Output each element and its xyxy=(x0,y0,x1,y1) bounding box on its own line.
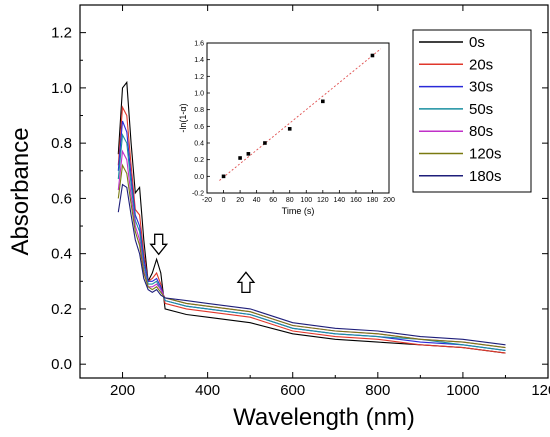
inset-x-tick-label: 140 xyxy=(334,197,346,204)
y-tick-label: 1.2 xyxy=(51,25,72,42)
inset-data-point xyxy=(247,152,251,156)
x-axis-title: Wavelength (nm) xyxy=(233,404,415,431)
y-axis-title: Absorbance xyxy=(7,127,34,255)
legend-label: 50s xyxy=(469,101,493,118)
x-tick-label: 200 xyxy=(110,382,135,399)
y-tick-label: 0.8 xyxy=(51,135,72,152)
legend-label: 180s xyxy=(469,168,502,185)
inset-frame xyxy=(207,43,389,193)
inset-x-tick-label: 120 xyxy=(317,197,329,204)
inset-x-tick-label: 60 xyxy=(269,197,277,204)
inset-y-tick-label: 0.4 xyxy=(194,141,204,148)
inset-y-tick-label: 0.6 xyxy=(194,124,204,131)
inset-y-tick-label: 1.4 xyxy=(194,57,204,64)
x-tick-label: 1200 xyxy=(531,382,550,399)
arrow-annotation-arrow-down xyxy=(151,234,167,254)
y-tick-label: 1.0 xyxy=(51,80,72,97)
inset-y-tick-label: -0.2 xyxy=(192,191,204,198)
inset-x-tick-label: 40 xyxy=(253,197,261,204)
legend-label: 120s xyxy=(469,146,502,163)
inset-y-axis-title: -ln(1-α) xyxy=(178,103,188,132)
legend-label: 0s xyxy=(469,34,485,51)
legend: 0s 20s 30s 50s 80s 120s 180s xyxy=(413,30,531,192)
inset-data-point xyxy=(288,127,292,131)
inset-data-point xyxy=(238,156,242,160)
inset-y-tick-label: 1.2 xyxy=(194,74,204,81)
inset-data-point xyxy=(263,141,267,145)
arrow-annotation-arrow-up xyxy=(238,272,254,292)
inset-x-axis-title: Time (s) xyxy=(282,206,315,216)
inset-x-tick-label: 20 xyxy=(236,197,244,204)
inset-x-tick-label: 200 xyxy=(383,197,395,204)
inset-x-tick-label: 0 xyxy=(222,197,226,204)
inset-x-tick-label: -20 xyxy=(202,197,212,204)
inset-data-point xyxy=(371,54,375,58)
y-tick-label: 0.6 xyxy=(51,190,72,207)
inset-y-tick-label: 0.0 xyxy=(194,174,204,181)
inset-data-point xyxy=(222,175,226,179)
x-tick-label: 600 xyxy=(280,382,305,399)
inset-x-tick-label: 180 xyxy=(367,197,379,204)
inset-y-tick-label: 1.0 xyxy=(194,91,204,98)
inset-x-tick-label: 100 xyxy=(300,197,312,204)
inset-y-tick-label: 1.6 xyxy=(194,41,204,48)
y-tick-label: 0.0 xyxy=(51,356,72,373)
inset-data-point xyxy=(321,100,325,104)
inset-x-tick-label: 160 xyxy=(350,197,362,204)
y-tick-label: 0.4 xyxy=(51,246,72,263)
inset-plot: -20 0 20 40 60 80 100 120 140 160 180 200 -0.2 0.0 0.2… xyxy=(178,41,395,217)
x-tick-label: 800 xyxy=(365,382,390,399)
inset-y-tick-label: 0.2 xyxy=(194,157,204,164)
legend-label: 20s xyxy=(469,56,493,73)
x-tick-label: 1000 xyxy=(446,382,479,399)
y-tick-label: 0.2 xyxy=(51,301,72,318)
legend-label: 30s xyxy=(469,79,493,96)
x-tick-label: 400 xyxy=(195,382,220,399)
inset-x-tick-label: 80 xyxy=(286,197,294,204)
inset-y-tick-label: 0.8 xyxy=(194,107,204,114)
legend-label: 80s xyxy=(469,123,493,140)
